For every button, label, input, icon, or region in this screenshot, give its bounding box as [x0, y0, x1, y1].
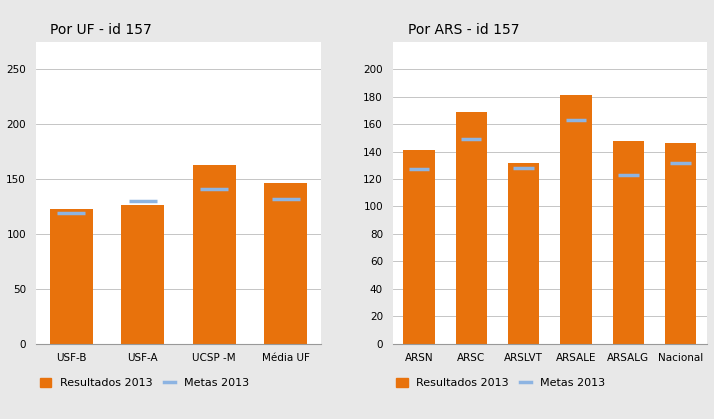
Bar — [264, 184, 307, 344]
Bar — [403, 150, 435, 344]
Bar — [613, 141, 644, 344]
Bar — [121, 205, 164, 344]
Legend: Resultados 2013, Metas 2013: Resultados 2013, Metas 2013 — [392, 373, 610, 393]
Text: Por ARS - id 157: Por ARS - id 157 — [408, 23, 520, 36]
Bar — [508, 163, 539, 344]
Bar — [456, 112, 487, 344]
Bar — [560, 96, 592, 344]
Bar — [50, 209, 93, 344]
Bar — [193, 165, 236, 344]
Legend: Resultados 2013, Metas 2013: Resultados 2013, Metas 2013 — [36, 373, 253, 393]
Bar — [665, 143, 696, 344]
Text: Por UF - id 157: Por UF - id 157 — [50, 23, 152, 36]
